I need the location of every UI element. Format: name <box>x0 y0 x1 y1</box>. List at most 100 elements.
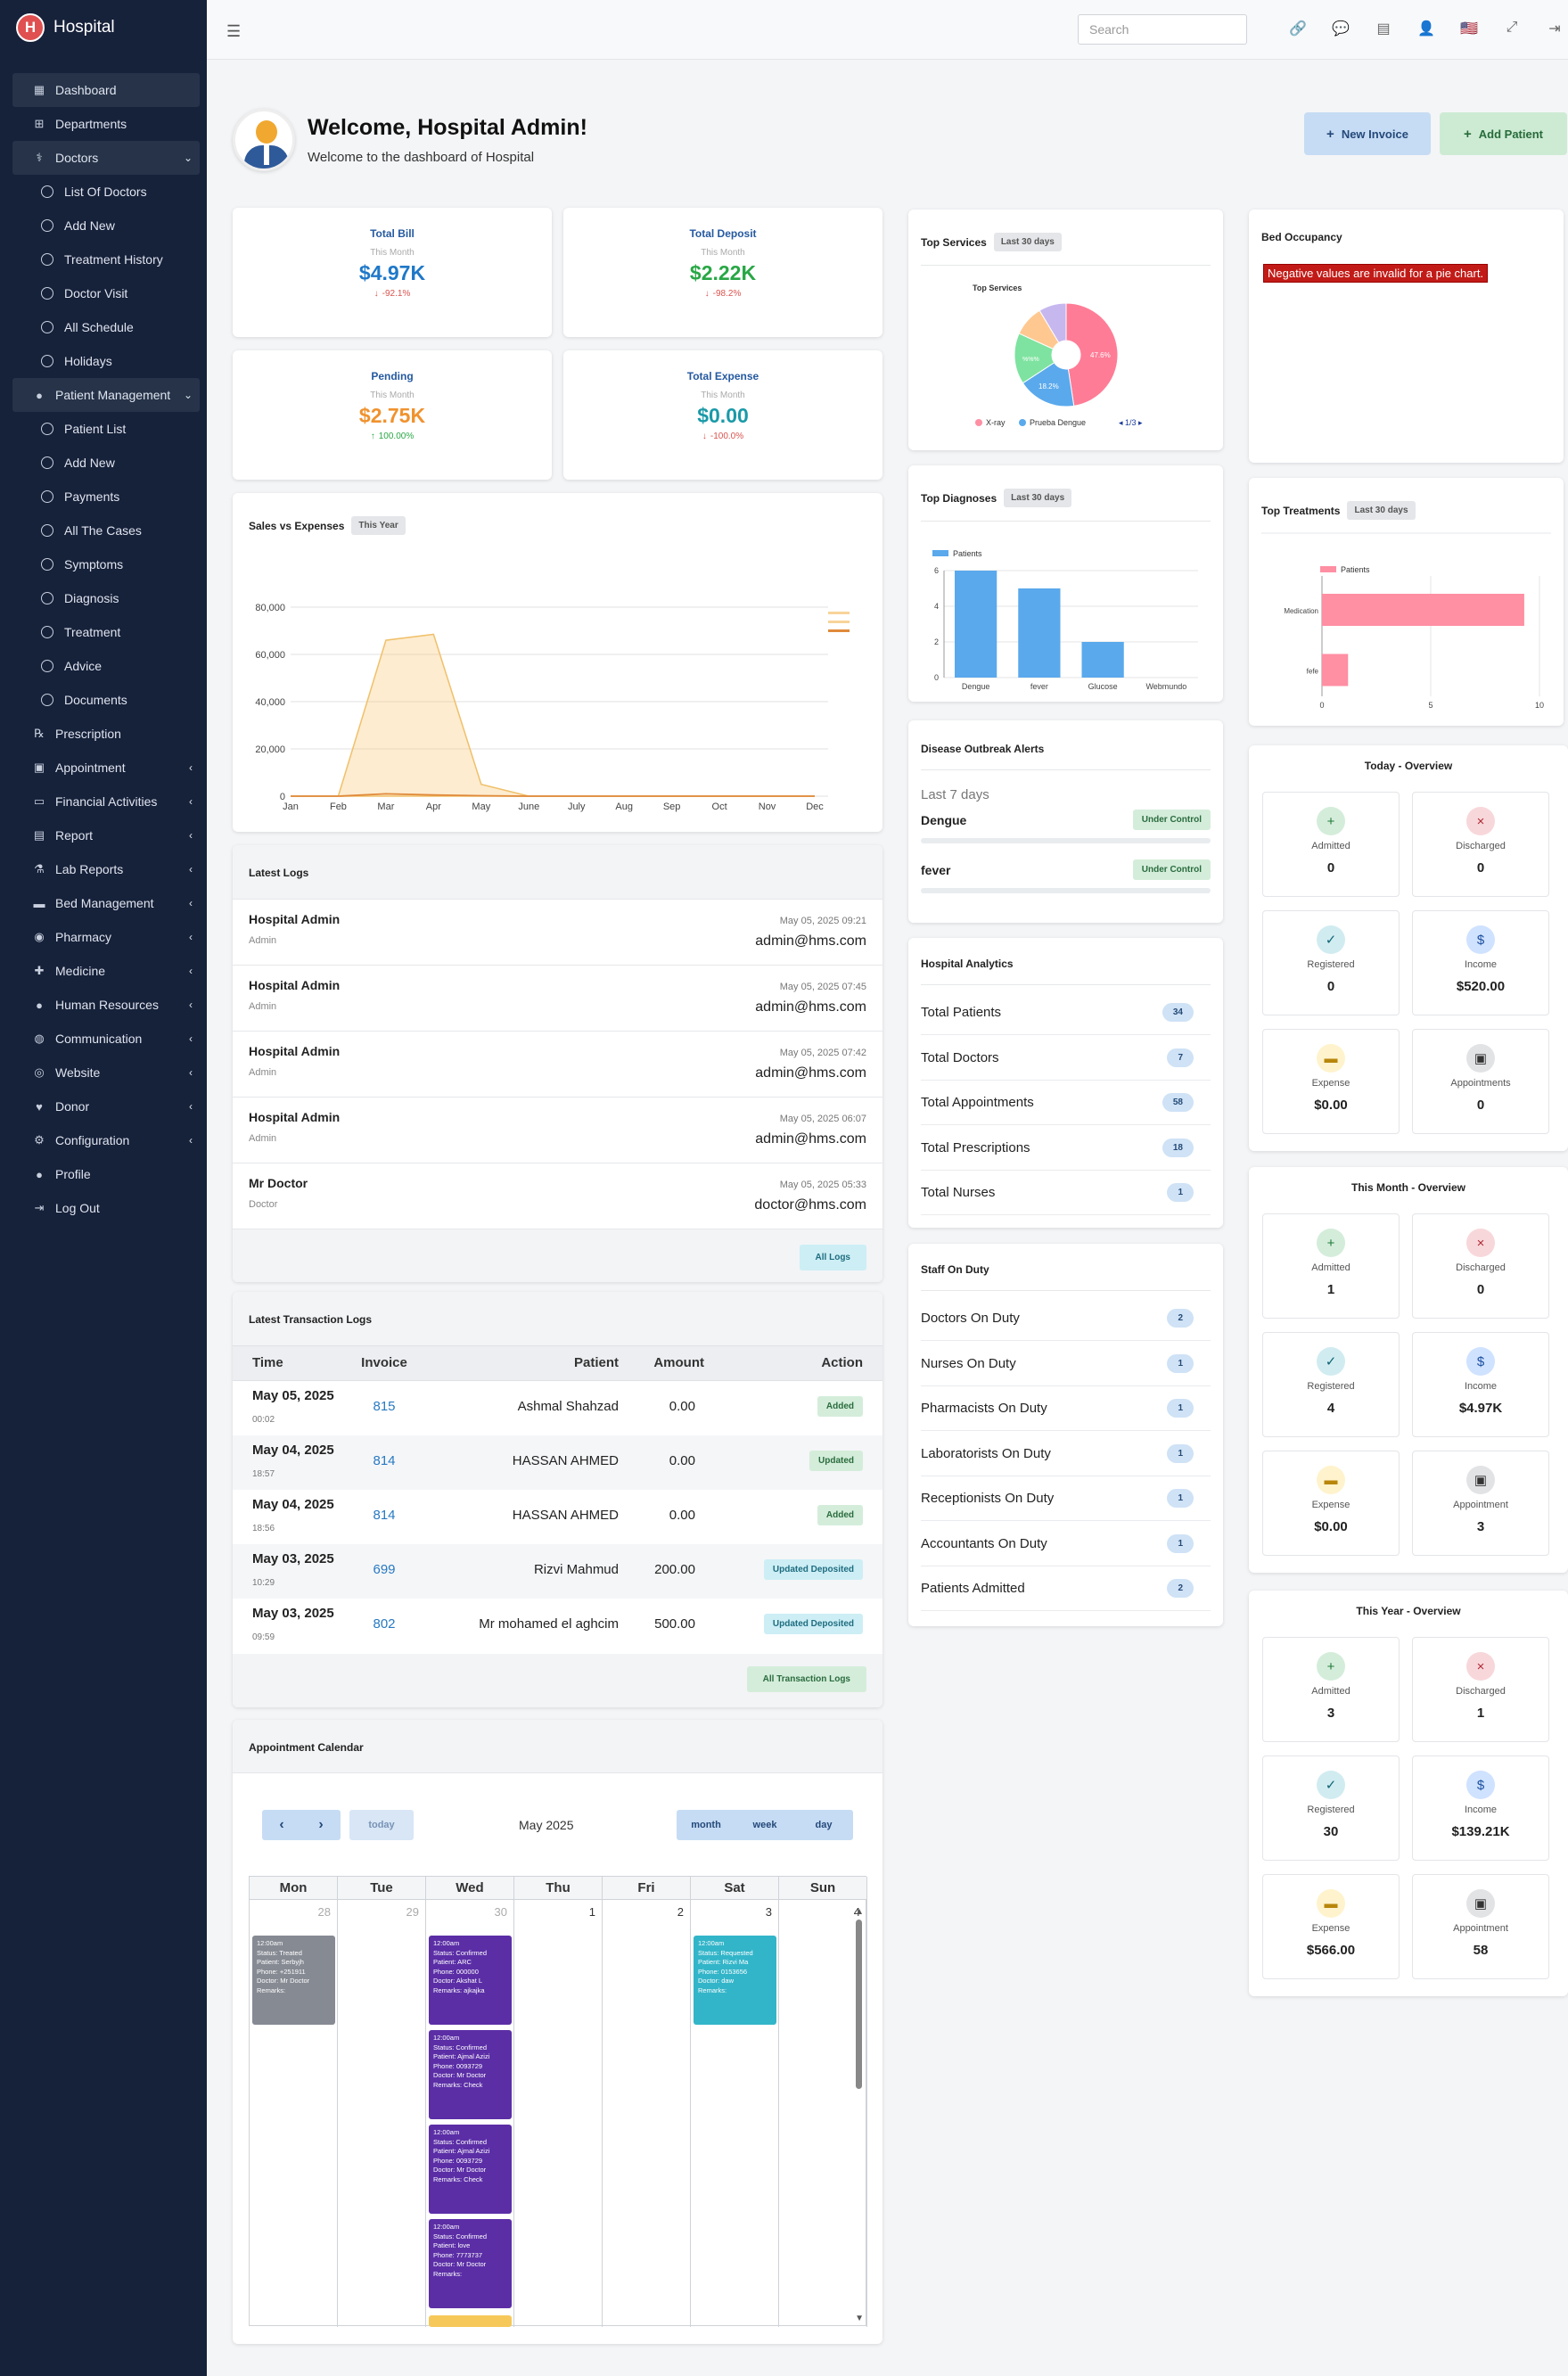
hamburger-menu-icon[interactable]: ☰ <box>226 22 242 40</box>
sidebar-subitem-patient-list[interactable]: Patient List <box>7 412 207 446</box>
sidebar-item-report[interactable]: ▤ Report ‹ <box>12 818 200 852</box>
sidebar-item-prescription[interactable]: ℞ Prescription <box>12 717 200 751</box>
period-pill[interactable]: Last 30 days <box>1004 489 1072 507</box>
invoice-link[interactable]: 699 <box>373 1562 396 1577</box>
search-input[interactable]: Search <box>1078 14 1247 45</box>
view-week-button[interactable]: week <box>752 1820 777 1830</box>
sidebar-subitem-advice[interactable]: Advice <box>7 649 207 683</box>
user-icon[interactable]: 👤 <box>1417 21 1435 37</box>
sidebar-item-communication[interactable]: ◍ Communication ‹ <box>12 1022 200 1056</box>
brand[interactable]: H Hospital <box>0 0 207 55</box>
fullscreen-icon[interactable]: ⤢ <box>1506 20 1518 35</box>
logout-icon[interactable]: ⇥ <box>1548 21 1561 37</box>
bar[interactable] <box>1322 594 1524 626</box>
legend-swatch[interactable] <box>932 550 948 556</box>
new-invoice-button[interactable]: + New Invoice <box>1304 112 1431 155</box>
invoice-link[interactable]: 814 <box>373 1508 396 1523</box>
calendar-event[interactable]: 12:00am Status: Requested Patient: Rizvi M… <box>694 1936 776 2025</box>
legend-swatch[interactable] <box>828 629 850 632</box>
sidebar-item-appointment[interactable]: ▣ Appointment ‹ <box>12 751 200 785</box>
link-icon[interactable]: 🔗 <box>1289 21 1307 37</box>
bar[interactable] <box>1018 588 1061 678</box>
sidebar-item-human-resources[interactable]: ● Human Resources ‹ <box>12 988 200 1022</box>
view-month-button[interactable]: month <box>691 1820 721 1830</box>
sidebar-subitem-add-new[interactable]: Add New <box>7 446 207 480</box>
sidebar-subitem-treatment[interactable]: Treatment <box>7 615 207 649</box>
invoice-link[interactable]: 815 <box>373 1399 396 1414</box>
invoice-link[interactable]: 814 <box>373 1453 396 1468</box>
today-button[interactable]: today <box>349 1810 414 1840</box>
sidebar-item-departments[interactable]: ⊞ Departments <box>12 107 200 141</box>
view-day-button[interactable]: day <box>815 1820 833 1830</box>
sidebar-subitem-treatment-history[interactable]: Treatment History <box>7 243 207 276</box>
sidebar-subitem-holidays[interactable]: Holidays <box>7 344 207 378</box>
sidebar-subitem-symptoms[interactable]: Symptoms <box>7 547 207 581</box>
sidebar-item-bed-management[interactable]: ▬ Bed Management ‹ <box>12 886 200 920</box>
calendar-event[interactable]: 12:00am Status: Confirmed Patient: Ajmal A… <box>429 2125 512 2214</box>
sidebar-item-patient-management[interactable]: ● Patient Management ⌄ <box>12 378 200 412</box>
sidebar-item-log-out[interactable]: ⇥ Log Out <box>12 1191 200 1225</box>
calendar-day-cell[interactable] <box>514 1900 603 2327</box>
sidebar-subitem-all-the-cases[interactable]: All The Cases <box>7 514 207 547</box>
calendar-day-cell[interactable] <box>691 1900 779 2327</box>
legend-pager[interactable]: ◂ 1/3 ▸ <box>1119 418 1143 427</box>
legend-label[interactable]: Patients <box>1341 565 1370 574</box>
sidebar-subitem-all-schedule[interactable]: All Schedule <box>7 310 207 344</box>
sidebar-item-doctors[interactable]: ⚕ Doctors ⌄ <box>12 141 200 175</box>
sidebar-subitem-list-of-doctors[interactable]: List Of Doctors <box>7 175 207 209</box>
calendar-day-cell[interactable] <box>338 1900 426 2327</box>
next-month-button[interactable]: › <box>318 1817 324 1832</box>
calendar-event[interactable]: 12:00am Status: Confirmed Patient: Ajmal A… <box>429 2030 512 2119</box>
calendar-event[interactable]: 12:00am Status: Confirmed Patient: love Pho… <box>429 2219 512 2308</box>
legend-swatch[interactable] <box>828 621 850 623</box>
bar[interactable] <box>955 571 997 678</box>
legend-swatch[interactable] <box>828 612 850 614</box>
calendar-day-cell[interactable] <box>250 1900 338 2327</box>
legend-label[interactable]: Patients <box>953 549 982 558</box>
period-pill[interactable]: Last 30 days <box>1347 501 1416 520</box>
sidebar-subitem-payments[interactable]: Payments <box>7 480 207 514</box>
calendar-scrollbar[interactable] <box>856 1920 862 2089</box>
prev-month-button[interactable]: ‹ <box>279 1817 284 1832</box>
calendar-event[interactable]: 12:00am Status: Confirmed Patient: ARC Phon… <box>429 1936 512 2025</box>
add-patient-button[interactable]: + Add Patient <box>1440 112 1567 155</box>
legend-label[interactable]: X-ray <box>986 418 1006 427</box>
language-flag-icon[interactable]: 🇺🇸 <box>1460 21 1478 37</box>
sidebar-subitem-add-new[interactable]: Add New <box>7 209 207 243</box>
period-pill[interactable]: This Year <box>351 516 406 535</box>
sidebar-item-pharmacy[interactable]: ◉ Pharmacy ‹ <box>12 920 200 954</box>
period-pill[interactable]: Last 30 days <box>993 233 1062 251</box>
sidebar-item-donor[interactable]: ♥ Donor ‹ <box>12 1089 200 1123</box>
legend-swatch[interactable] <box>1019 419 1026 426</box>
pie-slice[interactable] <box>1065 302 1119 407</box>
sidebar-item-profile[interactable]: ● Profile <box>12 1157 200 1191</box>
scroll-down-icon[interactable]: ▼ <box>855 2314 864 2323</box>
pie-slice[interactable] <box>1038 302 1067 343</box>
invoice-link[interactable]: 802 <box>373 1616 396 1632</box>
cash-register-icon[interactable]: ▤ <box>1376 21 1391 37</box>
pie-slice[interactable] <box>1022 362 1075 407</box>
chat-icon[interactable]: 💬 <box>1332 21 1350 37</box>
scroll-up-icon[interactable]: ▲ <box>855 1907 864 1917</box>
all-transaction-logs-button[interactable]: All Transaction Logs <box>746 1666 866 1692</box>
bar[interactable] <box>1081 642 1124 678</box>
pie-slice[interactable] <box>1014 333 1055 384</box>
sidebar-item-medicine[interactable]: ✚ Medicine ‹ <box>12 954 200 988</box>
all-logs-button[interactable]: All Logs <box>799 1245 866 1270</box>
calendar-event[interactable]: 12:00am Status: Treated Patient: Serbyjh Ph… <box>252 1936 335 2025</box>
sidebar-item-dashboard[interactable]: ▦ Dashboard <box>12 73 200 107</box>
sidebar-item-financial-activities[interactable]: ▭ Financial Activities ‹ <box>12 785 200 818</box>
legend-label[interactable]: Prueba Dengue <box>1030 418 1086 427</box>
sidebar-subitem-diagnosis[interactable]: Diagnosis <box>7 581 207 615</box>
calendar-day-cell[interactable] <box>779 1900 867 2327</box>
sidebar-item-lab-reports[interactable]: ⚗ Lab Reports ‹ <box>12 852 200 886</box>
calendar-day-cell[interactable] <box>426 1900 514 2327</box>
calendar-day-cell[interactable] <box>603 1900 691 2327</box>
legend-swatch[interactable] <box>975 419 982 426</box>
sidebar-item-configuration[interactable]: ⚙ Configuration ‹ <box>12 1123 200 1157</box>
legend-swatch[interactable] <box>1320 566 1336 572</box>
sidebar-subitem-documents[interactable]: Documents <box>7 683 207 717</box>
sidebar-item-website[interactable]: ◎ Website ‹ <box>12 1056 200 1089</box>
bar[interactable] <box>1322 654 1349 686</box>
calendar-event[interactable] <box>429 2315 512 2327</box>
